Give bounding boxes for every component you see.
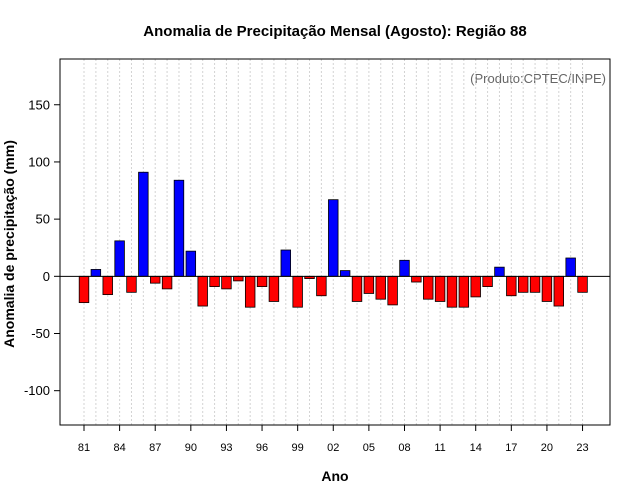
bar-1988 [161,275,173,290]
bar-2008 [399,259,410,277]
x-tick-label: 84 [113,442,125,454]
bar-2006 [375,275,386,300]
y-tick-label: -50 [31,326,50,341]
bar-1983 [102,275,113,296]
bar-2021 [553,275,565,307]
bar-1997 [268,275,280,302]
bar-2018 [517,275,529,293]
bar-2023 [577,275,588,293]
bar-2015 [482,275,493,287]
grid-layer [83,59,584,425]
bar-1984 [114,240,125,277]
bar-1999 [292,275,303,308]
bar-2016 [494,266,505,277]
bar-1986 [138,171,149,277]
x-tick-label: 14 [470,442,482,454]
bar-2001 [316,275,327,297]
bar-1993 [221,275,232,290]
x-tick-label: 87 [149,442,161,454]
bar-1992 [209,275,220,287]
x-tick-label: 90 [185,442,197,454]
y-tick-label: 100 [28,154,50,169]
x-tick-label: 99 [292,442,304,454]
y-tick-label: 0 [43,269,50,284]
bar-2007 [387,275,398,306]
x-tick-label: 17 [505,442,517,454]
bar-1995 [244,275,256,308]
bar-2020 [541,275,553,302]
bar-2017 [506,275,517,297]
bar-2011 [434,275,446,302]
y-tick-label: -100 [24,383,50,398]
x-tick-label: 08 [398,442,410,454]
bar-1998 [280,249,291,277]
y-tick-label: 50 [36,212,50,227]
bar-2003 [339,270,351,277]
bar-2022 [565,257,576,277]
x-tick-label: 05 [363,442,375,454]
bar-2010 [423,275,434,300]
chart-title: Anomalia de Precipitação Mensal (Agosto)… [143,23,526,40]
bar-1991 [197,275,208,307]
bar-1989 [173,179,185,277]
bar-2002 [328,199,339,277]
bar-2004 [351,275,363,302]
x-tick-label: 11 [434,442,445,454]
bar-1982 [90,269,102,277]
x-tick-label: 02 [327,442,339,454]
credit-label: (Produto:CPTEC/INPE) [470,71,606,86]
x-tick-label: 96 [256,442,268,454]
bar-1981 [78,275,90,304]
bar-1990 [185,250,197,277]
x-tick-label: 20 [541,442,553,454]
bar-2005 [363,275,375,294]
bar-1994 [233,275,244,282]
x-tick-label: 23 [576,442,588,454]
axis-layer: -100 -50 0 50 100 150 81 84 87 90 93 96 99 02 05 08 11 14… [24,97,610,454]
bar-2014 [470,275,481,298]
bar-2013 [458,275,470,308]
x-axis-title: Ano [321,468,348,484]
bar-2019 [529,275,541,293]
bar-2012 [446,275,458,308]
bar-1987 [150,275,161,284]
bar-1985 [126,275,137,293]
x-tick-label: 93 [220,442,232,454]
y-tick-label: 150 [28,97,50,112]
bar-2009 [411,275,422,283]
plot-frame [59,58,611,426]
y-axis-title: Anomalia de precipitação (mm) [1,140,17,348]
bar-layer [78,171,588,308]
bar-1996 [256,275,268,287]
x-tick-label: 81 [78,442,90,454]
